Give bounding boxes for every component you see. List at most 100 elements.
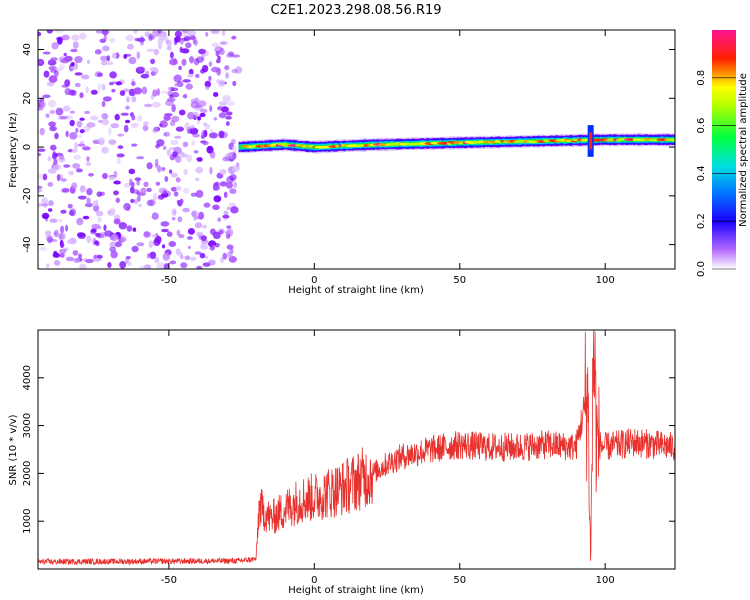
noise-blob (86, 188, 93, 196)
noise-blob (38, 58, 42, 65)
noise-blob (224, 65, 230, 71)
noise-blob (194, 105, 203, 111)
noise-blob (55, 30, 64, 34)
noise-blob (159, 123, 163, 128)
noise-blob (156, 262, 165, 269)
noise-blob (88, 173, 94, 177)
noise-blob (192, 133, 200, 138)
noise-blob (211, 42, 219, 47)
noise-blob (232, 152, 237, 160)
noise-blob (139, 265, 149, 269)
y-tick-label: 2000 (22, 461, 33, 486)
noise-blob (194, 216, 202, 220)
noise-blob (49, 126, 57, 132)
noise-blob (86, 197, 91, 205)
noise-blob (110, 123, 119, 129)
noise-blob (226, 53, 235, 58)
noise-blob (187, 73, 194, 78)
noise-blob (105, 61, 114, 66)
noise-blob (231, 145, 237, 154)
noise-blob (208, 75, 212, 82)
noise-blob (38, 148, 46, 152)
noise-blob (136, 242, 145, 247)
noise-blob (97, 72, 103, 77)
noise-blob (198, 48, 206, 55)
colorbar-tick-label: 0.8 (696, 70, 707, 86)
noise-blob (157, 42, 163, 50)
noise-blob (72, 250, 79, 256)
signal-band (238, 125, 675, 157)
noise-blob (208, 259, 216, 266)
noise-blob (221, 30, 226, 37)
noise-blob (196, 157, 203, 162)
noise-blob (174, 83, 178, 87)
noise-blob (153, 48, 159, 56)
noise-blob (40, 101, 46, 108)
noise-blob (63, 164, 71, 168)
noise-blob (39, 97, 45, 103)
noise-blob (49, 218, 58, 223)
noise-blob (213, 195, 222, 203)
noise-blob (168, 169, 173, 174)
noise-blob (96, 254, 103, 259)
noise-blob (194, 222, 203, 229)
noise-blob (167, 86, 173, 91)
y-tick-label: 1000 (22, 508, 33, 533)
noise-blob (199, 112, 206, 118)
noise-blob (98, 137, 105, 144)
noise-blob (182, 141, 189, 148)
noise-blob (215, 59, 221, 64)
noise-blob (170, 51, 174, 59)
noise-blob (161, 228, 169, 233)
noise-blob (54, 132, 59, 140)
spectrogram-y-label: Frequency (Hz) (8, 112, 19, 188)
noise-blob (96, 191, 103, 197)
noise-blob (146, 199, 154, 207)
noise-blob (179, 46, 183, 53)
noise-blob (84, 202, 93, 208)
noise-blob (128, 56, 137, 65)
noise-blob (219, 181, 228, 187)
noise-blob (182, 79, 191, 83)
noise-blob (190, 101, 199, 109)
noise-blob (202, 141, 209, 146)
noise-blob (185, 83, 193, 90)
noise-blob (222, 95, 231, 103)
noise-blob (48, 59, 53, 63)
noise-blob (123, 124, 129, 133)
noise-blob (152, 101, 161, 108)
noise-blob (129, 178, 133, 187)
spectrogram-frame (37, 29, 676, 270)
noise-blob (123, 182, 131, 188)
noise-blob (195, 73, 200, 78)
noise-blob (210, 30, 220, 34)
y-tick-label: 0 (22, 144, 33, 150)
noise-blob (42, 215, 49, 219)
noise-blob (74, 72, 83, 76)
noise-blob (102, 45, 110, 52)
noise-blob (47, 181, 54, 187)
noise-blob (132, 227, 137, 232)
noise-blob (101, 113, 109, 120)
noise-blob (125, 105, 130, 110)
noise-blob (209, 129, 214, 132)
noise-blob (219, 169, 227, 175)
noise-blob (214, 242, 220, 248)
noise-blob (71, 34, 80, 41)
noise-blob (141, 86, 148, 95)
noise-blob (133, 30, 138, 34)
noise-blob (148, 240, 154, 248)
noise-blob (77, 195, 87, 200)
noise-blob (177, 216, 183, 223)
noise-blob (200, 108, 208, 114)
noise-blob (200, 235, 207, 242)
noise-blob (175, 126, 184, 132)
noise-blob (77, 134, 83, 138)
noise-blob (47, 168, 57, 174)
noise-blob (187, 30, 197, 36)
noise-blob (82, 215, 90, 220)
noise-region (38, 30, 243, 269)
noise-blob (204, 80, 211, 88)
noise-blob (226, 101, 235, 106)
noise-blob (136, 51, 141, 60)
